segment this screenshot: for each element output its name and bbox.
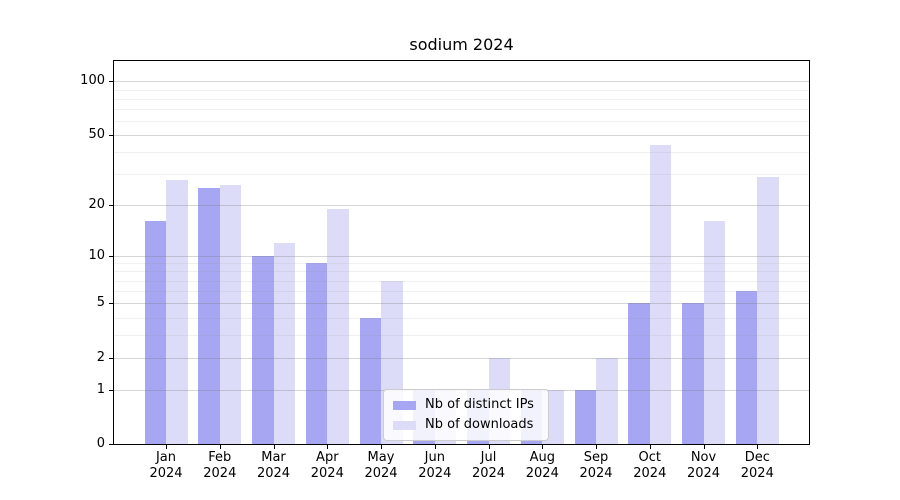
legend-row-distinct-ips: Nb of distinct IPs [393,395,539,415]
gridline-minor-9 [114,263,809,265]
bar-downloads-nov [703,221,725,444]
gridline-minor-6 [114,291,809,293]
x-tick-label-may: May 2024 [364,450,398,481]
gridline-minor-90 [114,89,809,91]
x-tick-mark-sep [596,445,597,449]
gridline-major-2 [114,357,809,359]
x-tick-label-sep: Sep 2024 [579,450,613,481]
gridline-minor-3 [114,335,809,337]
bar-ips-oct [628,303,650,444]
x-tick-mark-apr [327,445,329,449]
y-tick-label-50: 50 [88,127,105,143]
gridline-minor-30 [114,174,809,176]
y-tick-label-100: 100 [80,73,105,89]
bar-downloads-sep [596,357,618,444]
bar-downloads-oct [649,144,672,444]
y-tick-label-1: 1 [96,381,105,397]
legend-label-downloads: Nb of downloads [425,417,534,432]
x-tick-mark-feb [219,445,221,449]
bar-downloads-dec [757,176,779,444]
bar-ips-sep [574,389,596,444]
gridline-minor-4 [114,317,809,319]
x-tick-label-aug: Aug 2024 [525,450,559,481]
y-tick-mark-0 [109,444,113,445]
legend-row-downloads: Nb of downloads [393,415,539,435]
gridline-minor-40 [114,152,809,154]
gridline-minor-8 [114,271,809,273]
chart-title: sodium 2024 [409,35,514,54]
gridline-minor-70 [114,109,809,111]
y-tick-label-5: 5 [96,295,105,311]
x-tick-mark-nov [703,445,705,449]
gridline-minor-7 [114,280,809,282]
legend-swatch-distinct-ips-icon [393,400,416,410]
x-tick-mark-jul [488,445,490,449]
gridline-major-20 [114,204,809,206]
x-tick-label-dec: Dec 2024 [740,450,774,481]
y-tick-mark-50 [109,135,113,137]
gridline-major-5 [114,303,809,305]
x-tick-mark-mar [273,445,275,449]
y-tick-mark-1 [109,389,113,391]
y-tick-mark-5 [109,303,113,305]
x-tick-label-mar: Mar 2024 [256,450,291,481]
bar-ips-feb [198,188,220,444]
y-tick-mark-10 [109,255,113,257]
x-tick-label-nov: Nov 2024 [686,450,721,481]
x-tick-mark-dec [757,445,759,449]
x-tick-label-jul: Jul 2024 [471,450,506,481]
x-tick-mark-oct [649,445,651,449]
legend-swatch-downloads-icon [393,420,416,430]
plot-area: Nb of distinct IPs Nb of downloads [113,60,810,445]
x-tick-label-oct: Oct 2024 [633,450,667,481]
bar-downloads-jan [166,179,188,444]
x-tick-label-jan: Jan 2024 [149,450,183,481]
x-tick-mark-aug [542,445,544,449]
y-tick-label-2: 2 [96,349,105,365]
x-tick-label-apr: Apr 2024 [310,450,344,481]
bar-downloads-feb [219,185,242,444]
x-tick-label-jun: Jun 2024 [418,450,452,481]
gridline-major-100 [114,81,809,83]
bar-ips-jan [144,221,166,444]
bar-downloads-mar [273,242,295,444]
x-tick-label-feb: Feb 2024 [203,450,237,481]
bar-ips-apr [305,263,328,444]
y-tick-mark-20 [109,204,113,206]
gridline-minor-80 [114,98,809,100]
gridline-major-10 [114,255,809,257]
y-tick-mark-2 [109,357,113,359]
gridline-minor-60 [114,121,809,122]
bar-downloads-apr [327,208,349,444]
x-tick-mark-jun [434,445,436,449]
y-tick-label-0: 0 [96,436,105,451]
x-tick-mark-jan [166,445,167,449]
bar-ips-dec [735,291,758,444]
y-tick-mark-100 [109,81,113,83]
legend: Nb of distinct IPs Nb of downloads [383,389,549,441]
legend-label-distinct-ips: Nb of distinct IPs [425,397,534,412]
gridline-major-50 [114,135,809,137]
y-tick-label-10: 10 [88,247,105,263]
bar-ips-may [359,317,381,444]
bar-ips-nov [682,303,704,444]
y-tick-label-20: 20 [88,196,105,212]
x-tick-mark-may [381,445,382,449]
bar-ips-mar [252,255,274,444]
